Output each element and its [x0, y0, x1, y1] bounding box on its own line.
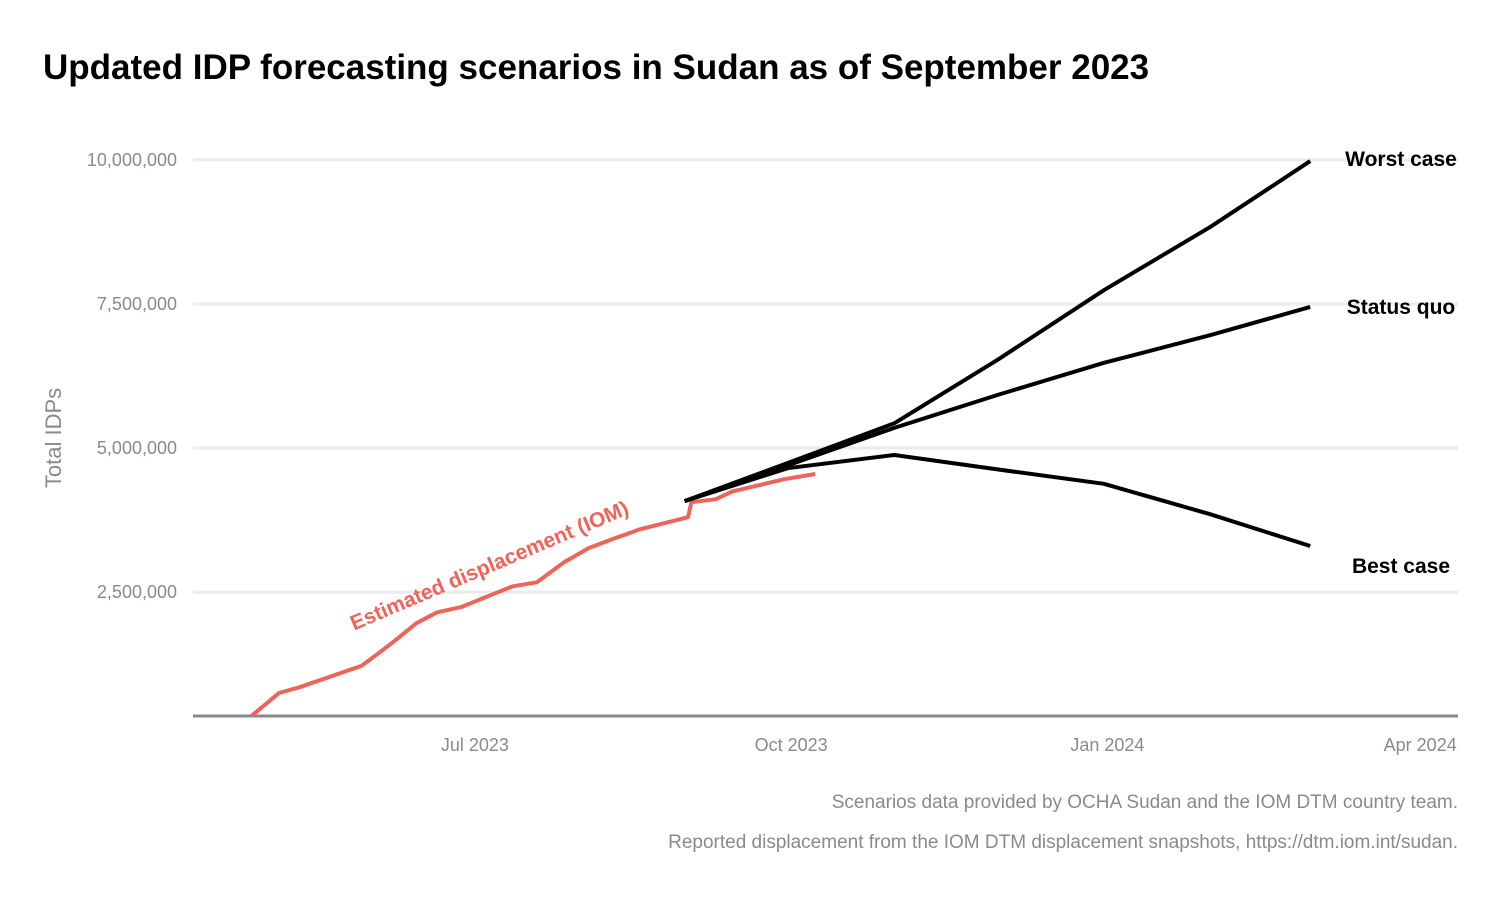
gridlines: [193, 158, 1458, 594]
scenario-line-best-case: [683, 453, 1311, 548]
y-tick-label: 5,000,000: [97, 438, 177, 458]
scenario-line-worst-case: [683, 159, 1312, 503]
reported-series-label: Estimated displacement (IOM): [347, 497, 632, 635]
scenario-label: Worst case: [1345, 148, 1457, 171]
caption-line-2: Reported displacement from the IOM DTM d…: [668, 832, 1458, 853]
y-axis-ticks: 2,500,000 5,000,000 7,500,000 10,000,000: [87, 150, 177, 602]
x-tick-label: Jul 2023: [441, 735, 509, 755]
y-tick-label: 7,500,000: [97, 294, 177, 314]
series-labels: Worst case Status quo Best case: [1345, 148, 1457, 578]
y-tick-label: 10,000,000: [87, 150, 177, 170]
y-axis-label: Total IDPs: [41, 388, 66, 488]
caption-line-1: Scenarios data provided by OCHA Sudan an…: [832, 792, 1458, 813]
chart-title: Updated IDP forecasting scenarios in Sud…: [43, 48, 1149, 87]
series-lines: [250, 159, 1312, 716]
x-tick-label: Oct 2023: [755, 735, 828, 755]
x-axis-ticks: Jul 2023 Oct 2023 Jan 2024 Apr 2024: [441, 735, 1457, 755]
scenario-line-status-quo: [683, 304, 1311, 503]
scenario-label: Best case: [1352, 555, 1450, 578]
y-tick-label: 2,500,000: [97, 582, 177, 602]
scenario-label: Status quo: [1347, 296, 1456, 319]
x-tick-label: Jan 2024: [1070, 735, 1144, 755]
reported-displacement-line: [250, 472, 816, 716]
x-tick-label: Apr 2024: [1384, 735, 1457, 755]
